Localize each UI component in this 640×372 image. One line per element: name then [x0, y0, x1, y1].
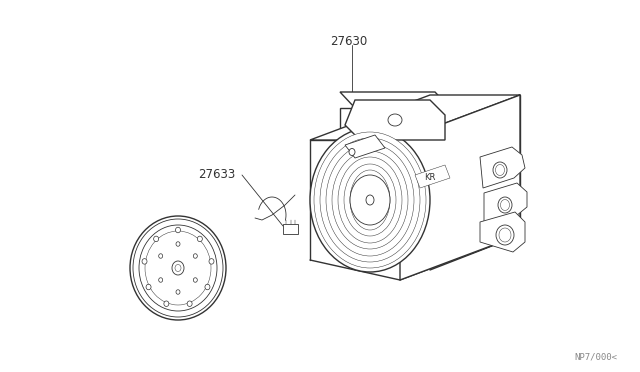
Ellipse shape — [193, 278, 197, 282]
Polygon shape — [430, 108, 450, 128]
Ellipse shape — [326, 144, 414, 256]
Polygon shape — [415, 165, 450, 188]
Ellipse shape — [176, 290, 180, 294]
Ellipse shape — [193, 254, 197, 258]
Ellipse shape — [314, 132, 426, 268]
Ellipse shape — [320, 138, 420, 262]
Polygon shape — [340, 92, 450, 108]
Polygon shape — [340, 108, 360, 140]
Ellipse shape — [349, 148, 355, 155]
Ellipse shape — [139, 225, 217, 311]
Polygon shape — [484, 183, 527, 226]
Ellipse shape — [175, 264, 181, 272]
Ellipse shape — [159, 278, 163, 282]
Ellipse shape — [499, 228, 511, 242]
Ellipse shape — [159, 254, 163, 258]
Ellipse shape — [164, 301, 169, 307]
Ellipse shape — [154, 236, 159, 242]
Ellipse shape — [498, 197, 512, 213]
Polygon shape — [480, 212, 525, 252]
Ellipse shape — [350, 175, 390, 225]
Ellipse shape — [176, 242, 180, 246]
Ellipse shape — [310, 128, 430, 272]
Text: NP7/000<: NP7/000< — [574, 353, 617, 362]
Ellipse shape — [130, 216, 226, 320]
Ellipse shape — [495, 164, 504, 176]
Ellipse shape — [332, 151, 408, 249]
Ellipse shape — [146, 284, 151, 290]
Polygon shape — [345, 100, 445, 140]
Ellipse shape — [388, 114, 402, 126]
Polygon shape — [310, 95, 520, 140]
Ellipse shape — [350, 170, 390, 230]
Ellipse shape — [197, 236, 202, 242]
Ellipse shape — [338, 157, 402, 243]
Text: 27630: 27630 — [330, 35, 367, 48]
Ellipse shape — [175, 227, 180, 233]
Ellipse shape — [496, 225, 514, 245]
Ellipse shape — [500, 199, 509, 211]
Ellipse shape — [344, 164, 396, 236]
Ellipse shape — [187, 301, 192, 307]
Ellipse shape — [145, 231, 211, 305]
Ellipse shape — [366, 195, 374, 205]
Polygon shape — [345, 135, 385, 158]
Polygon shape — [400, 95, 520, 280]
Ellipse shape — [209, 259, 214, 264]
Ellipse shape — [493, 162, 507, 178]
Ellipse shape — [172, 261, 184, 275]
Ellipse shape — [133, 219, 223, 317]
Ellipse shape — [205, 284, 210, 290]
Polygon shape — [480, 147, 525, 188]
Polygon shape — [283, 224, 298, 234]
Text: 27633: 27633 — [198, 168, 236, 181]
Text: KR: KR — [424, 173, 436, 183]
Ellipse shape — [142, 259, 147, 264]
